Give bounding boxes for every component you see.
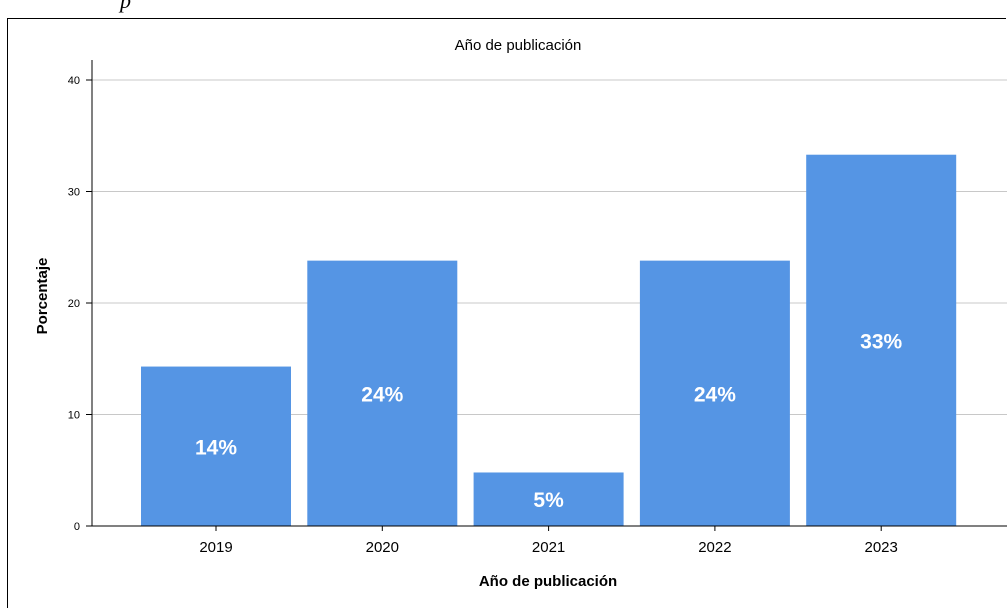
y-tick-label: 0	[74, 521, 80, 533]
bar-2019	[141, 366, 291, 526]
bars	[141, 154, 957, 526]
y-axis-ticks: 0 10 20 30 40	[68, 75, 92, 533]
bar-2020	[307, 260, 458, 526]
y-axis-label: Porcentaje	[34, 258, 51, 335]
y-tick-label: 10	[68, 410, 80, 422]
bar-2023	[806, 154, 957, 526]
x-tick-label-2022: 2022	[698, 539, 731, 556]
data-label-2019: 14%	[195, 436, 237, 459]
chart-frame	[7, 18, 1006, 608]
bar-2021	[473, 472, 624, 526]
data-label-2021: 5%	[533, 489, 564, 512]
data-labels: 14% 24% 5% 24% 33%	[195, 330, 903, 512]
data-label-2022: 24%	[694, 383, 736, 406]
y-tick-label: 20	[68, 298, 80, 310]
x-tick-label-2019: 2019	[199, 539, 232, 556]
y-tick-label: 30	[68, 187, 80, 199]
x-tick-label-2021: 2021	[532, 539, 565, 556]
data-label-2020: 24%	[361, 383, 403, 406]
x-axis-ticks: 2019 2020 2021 2022 2023	[199, 526, 898, 556]
x-tick-label-2020: 2020	[366, 539, 399, 556]
chart-title: Año de publicación	[455, 37, 582, 54]
bar-2022	[639, 260, 790, 526]
x-tick-label-2023: 2023	[865, 539, 898, 556]
data-label-2023: 33%	[860, 330, 902, 353]
caption-fragment: p	[120, 0, 131, 13]
x-axis-label: Año de publicación	[479, 573, 617, 590]
y-tick-label: 40	[68, 75, 80, 87]
